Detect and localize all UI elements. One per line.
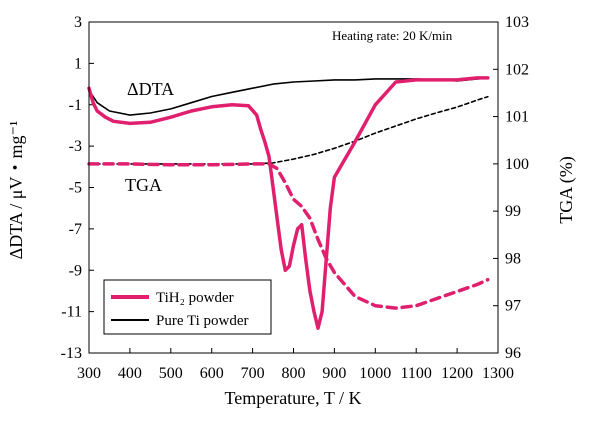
y-left-tick-label: -11 — [61, 304, 82, 321]
y-left-tick-label: -7 — [69, 221, 82, 238]
plot-frame — [88, 21, 499, 354]
legend: TiH₂ powder Pure Ti powder — [103, 279, 272, 335]
x-tick-label: 1100 — [400, 365, 431, 382]
y-right-tick-label: 103 — [505, 14, 529, 31]
y-right-tick-label: 97 — [505, 298, 521, 315]
y-right-tick-label: 96 — [505, 345, 521, 362]
legend-label-tih2: TiH₂ powder — [156, 290, 234, 306]
x-axis-title: Temperature, T / K — [224, 388, 361, 408]
series-layer — [87, 76, 490, 330]
y-left-tick-label: 1 — [74, 55, 82, 72]
x-tick-label: 700 — [241, 365, 265, 382]
series-line-tih2-dta — [87, 76, 490, 330]
dta-curve-label: ΔDTA — [127, 79, 174, 99]
tick-labels: 300 400 500 600 700 800 900 1000 1100 1200 1300 3 1 -… — [61, 14, 529, 382]
y-right-tick-label: 100 — [505, 156, 529, 173]
y-left-tick-label: -13 — [61, 345, 82, 362]
series-line-tih2-tga — [87, 162, 490, 310]
x-tick-label: 900 — [322, 365, 346, 382]
x-tick-label: 500 — [159, 365, 183, 382]
y-axis-right-title: TGA (%) — [556, 156, 577, 223]
x-tick-label: 1000 — [359, 365, 391, 382]
y-right-tick-label: 102 — [505, 61, 529, 78]
x-tick-label: 1300 — [482, 365, 514, 382]
y-left-tick-label: -3 — [69, 138, 82, 155]
tga-curve-label: TGA — [125, 175, 162, 195]
legend-label-pure-ti: Pure Ti powder — [156, 313, 249, 329]
y-left-tick-label: -9 — [69, 262, 82, 279]
y-left-tick-label: -1 — [69, 97, 82, 114]
x-tick-label: 800 — [282, 365, 306, 382]
y-left-tick-label: 3 — [74, 14, 82, 31]
x-tick-label: 600 — [200, 365, 224, 382]
y-axis-left-title: ΔDTA / μV・mg⁻¹ — [6, 121, 26, 260]
heating-rate-annotation: Heating rate: 20 K/min — [332, 28, 453, 43]
y-left-tick-label: -5 — [69, 180, 82, 197]
x-axis-title-text: Temperature, T / K — [224, 388, 361, 408]
y-right-tick-label: 101 — [505, 109, 529, 126]
legend-box — [103, 279, 272, 335]
x-tick-label: 300 — [77, 365, 101, 382]
x-tick-label: 400 — [118, 365, 142, 382]
y-right-tick-label: 98 — [505, 250, 521, 267]
x-tick-label: 1200 — [441, 365, 473, 382]
y-right-tick-label: 99 — [505, 203, 521, 220]
